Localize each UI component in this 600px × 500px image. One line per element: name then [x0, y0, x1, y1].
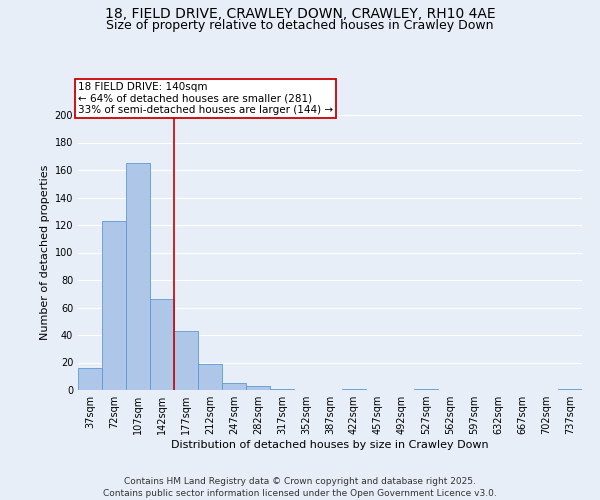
- Bar: [342, 388, 366, 390]
- Bar: [558, 388, 582, 390]
- Bar: [222, 383, 246, 390]
- Text: 18, FIELD DRIVE, CRAWLEY DOWN, CRAWLEY, RH10 4AE: 18, FIELD DRIVE, CRAWLEY DOWN, CRAWLEY, …: [104, 8, 496, 22]
- Bar: [270, 388, 294, 390]
- Bar: [414, 388, 438, 390]
- Text: Contains HM Land Registry data © Crown copyright and database right 2025.
Contai: Contains HM Land Registry data © Crown c…: [103, 476, 497, 498]
- Bar: [150, 299, 174, 390]
- Bar: [102, 221, 126, 390]
- Y-axis label: Number of detached properties: Number of detached properties: [40, 165, 50, 340]
- Bar: [126, 163, 150, 390]
- Bar: [246, 386, 270, 390]
- X-axis label: Distribution of detached houses by size in Crawley Down: Distribution of detached houses by size …: [171, 440, 489, 450]
- Bar: [78, 368, 102, 390]
- Text: 18 FIELD DRIVE: 140sqm
← 64% of detached houses are smaller (281)
33% of semi-de: 18 FIELD DRIVE: 140sqm ← 64% of detached…: [78, 82, 333, 115]
- Bar: [174, 331, 198, 390]
- Text: Size of property relative to detached houses in Crawley Down: Size of property relative to detached ho…: [106, 19, 494, 32]
- Bar: [198, 364, 222, 390]
